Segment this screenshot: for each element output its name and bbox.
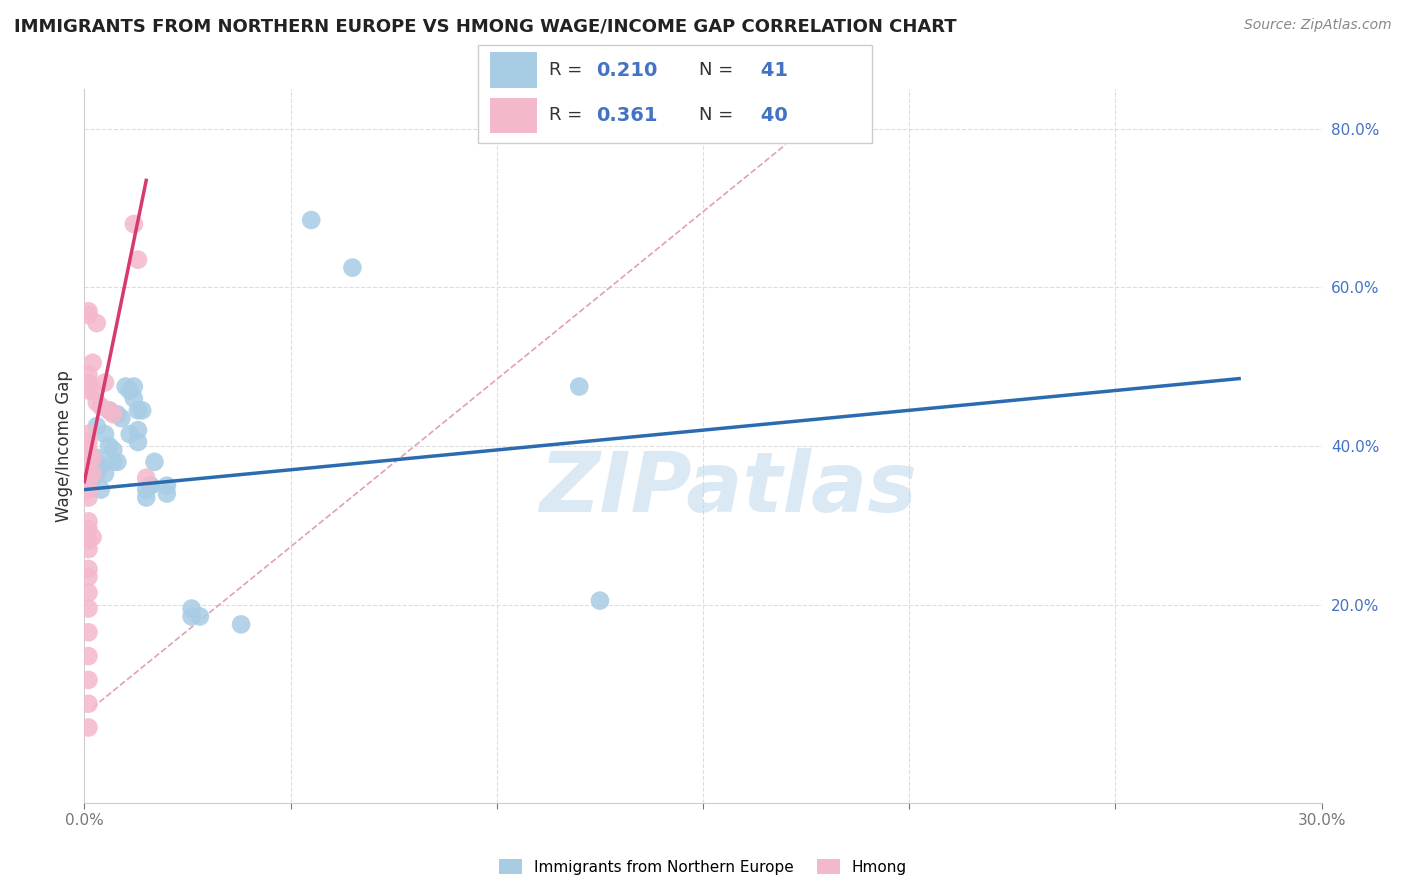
Bar bbox=[489, 97, 537, 133]
Point bbox=[103, 407, 125, 421]
Text: R =: R = bbox=[548, 62, 588, 79]
Point bbox=[77, 673, 100, 687]
Point bbox=[135, 483, 157, 497]
Point bbox=[82, 384, 104, 398]
Point bbox=[127, 403, 149, 417]
FancyBboxPatch shape bbox=[478, 45, 872, 143]
Text: Source: ZipAtlas.com: Source: ZipAtlas.com bbox=[1244, 18, 1392, 32]
Point bbox=[118, 427, 141, 442]
Text: R =: R = bbox=[548, 106, 588, 124]
Text: 41: 41 bbox=[754, 61, 787, 79]
Point bbox=[77, 585, 100, 599]
Point bbox=[77, 442, 100, 457]
Point bbox=[139, 478, 162, 492]
Point bbox=[188, 609, 211, 624]
Point bbox=[114, 379, 136, 393]
Point bbox=[77, 427, 100, 442]
Point bbox=[77, 601, 100, 615]
Point bbox=[86, 395, 108, 409]
Point bbox=[180, 609, 202, 624]
Point bbox=[229, 617, 252, 632]
Point bbox=[103, 442, 125, 457]
Point bbox=[77, 514, 100, 528]
Text: N =: N = bbox=[699, 62, 738, 79]
Point bbox=[77, 534, 100, 549]
Text: N =: N = bbox=[699, 106, 738, 124]
Point bbox=[77, 522, 100, 536]
Text: 0.210: 0.210 bbox=[596, 61, 658, 79]
Point bbox=[105, 407, 128, 421]
Point bbox=[131, 403, 153, 417]
Point bbox=[77, 450, 100, 465]
Point bbox=[77, 570, 100, 584]
Point bbox=[77, 455, 100, 469]
Point bbox=[90, 458, 112, 473]
Point bbox=[77, 721, 100, 735]
Point bbox=[105, 455, 128, 469]
Point bbox=[110, 411, 132, 425]
Point bbox=[98, 403, 121, 417]
Text: ZIPatlas: ZIPatlas bbox=[538, 449, 917, 529]
Legend: Immigrants from Northern Europe, Hmong: Immigrants from Northern Europe, Hmong bbox=[494, 853, 912, 880]
Point bbox=[86, 316, 108, 330]
Point bbox=[77, 625, 100, 640]
Point bbox=[299, 213, 322, 227]
Point bbox=[135, 471, 157, 485]
Point bbox=[118, 384, 141, 398]
Point bbox=[94, 376, 117, 390]
Point bbox=[180, 601, 202, 615]
Point bbox=[135, 491, 157, 505]
Point bbox=[122, 379, 145, 393]
Point bbox=[139, 478, 162, 492]
Point bbox=[77, 542, 100, 557]
Point bbox=[82, 471, 104, 485]
Bar bbox=[489, 53, 537, 87]
Point bbox=[77, 368, 100, 382]
Point bbox=[77, 304, 100, 318]
Point bbox=[122, 217, 145, 231]
Text: 0.361: 0.361 bbox=[596, 106, 658, 125]
Point bbox=[90, 400, 112, 414]
Text: 40: 40 bbox=[754, 106, 787, 125]
Point bbox=[127, 423, 149, 437]
Point bbox=[77, 308, 100, 322]
Point bbox=[77, 649, 100, 664]
Point bbox=[90, 483, 112, 497]
Point bbox=[77, 384, 100, 398]
Point bbox=[127, 252, 149, 267]
Point bbox=[77, 376, 100, 390]
Point bbox=[77, 697, 100, 711]
Point bbox=[342, 260, 364, 275]
Point bbox=[122, 392, 145, 406]
Point bbox=[86, 450, 108, 465]
Point bbox=[156, 478, 179, 492]
Point bbox=[127, 435, 149, 450]
Point bbox=[82, 356, 104, 370]
Point bbox=[77, 458, 100, 473]
Point bbox=[86, 419, 108, 434]
Point bbox=[589, 593, 612, 607]
Point bbox=[77, 435, 100, 450]
Point bbox=[82, 450, 104, 465]
Y-axis label: Wage/Income Gap: Wage/Income Gap bbox=[55, 370, 73, 522]
Point bbox=[94, 467, 117, 481]
Point bbox=[94, 427, 117, 442]
Text: IMMIGRANTS FROM NORTHERN EUROPE VS HMONG WAGE/INCOME GAP CORRELATION CHART: IMMIGRANTS FROM NORTHERN EUROPE VS HMONG… bbox=[14, 18, 956, 36]
Point bbox=[82, 467, 104, 481]
Point bbox=[143, 455, 166, 469]
Point bbox=[98, 439, 121, 453]
Point bbox=[77, 491, 100, 505]
Point bbox=[77, 483, 100, 497]
Point bbox=[103, 455, 125, 469]
Point bbox=[77, 475, 100, 489]
Point bbox=[86, 467, 108, 481]
Point bbox=[568, 379, 591, 393]
Point bbox=[156, 486, 179, 500]
Point bbox=[98, 403, 121, 417]
Point bbox=[82, 530, 104, 544]
Point bbox=[82, 450, 104, 465]
Point bbox=[77, 562, 100, 576]
